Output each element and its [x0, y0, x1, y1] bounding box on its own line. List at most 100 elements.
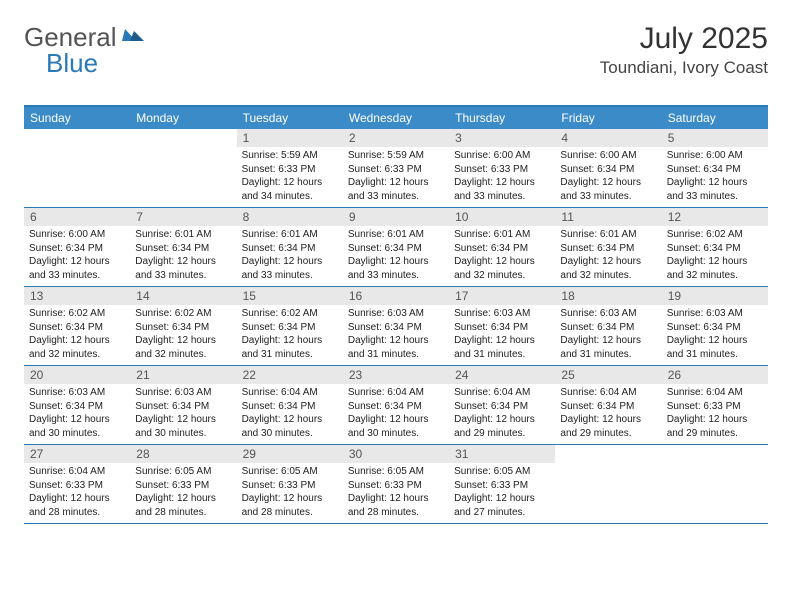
- sunrise-text: Sunrise: 6:03 AM: [348, 307, 444, 321]
- sunrise-text: Sunrise: 6:03 AM: [29, 386, 125, 400]
- week-row: 6Sunrise: 6:00 AMSunset: 6:34 PMDaylight…: [24, 208, 768, 287]
- day-cell: 3Sunrise: 6:00 AMSunset: 6:33 PMDaylight…: [449, 129, 555, 207]
- sunset-text: Sunset: 6:33 PM: [242, 163, 338, 177]
- week-row: 20Sunrise: 6:03 AMSunset: 6:34 PMDayligh…: [24, 366, 768, 445]
- day-body: Sunrise: 6:03 AMSunset: 6:34 PMDaylight:…: [130, 384, 236, 444]
- week-row: ..1Sunrise: 5:59 AMSunset: 6:33 PMDaylig…: [24, 129, 768, 208]
- day-number: 26: [662, 366, 768, 384]
- sunrise-text: Sunrise: 6:04 AM: [667, 386, 763, 400]
- day-cell: 31Sunrise: 6:05 AMSunset: 6:33 PMDayligh…: [449, 445, 555, 523]
- daylight-text: Daylight: 12 hours and 30 minutes.: [242, 413, 338, 440]
- day-body: Sunrise: 6:00 AMSunset: 6:34 PMDaylight:…: [662, 147, 768, 207]
- day-header-monday: Monday: [130, 107, 236, 129]
- daylight-text: Daylight: 12 hours and 28 minutes.: [242, 492, 338, 519]
- sunset-text: Sunset: 6:34 PM: [29, 242, 125, 256]
- daylight-text: Daylight: 12 hours and 31 minutes.: [667, 334, 763, 361]
- day-number: 16: [343, 287, 449, 305]
- day-cell: 15Sunrise: 6:02 AMSunset: 6:34 PMDayligh…: [237, 287, 343, 365]
- day-cell: 17Sunrise: 6:03 AMSunset: 6:34 PMDayligh…: [449, 287, 555, 365]
- sunrise-text: Sunrise: 6:02 AM: [135, 307, 231, 321]
- day-body: Sunrise: 6:05 AMSunset: 6:33 PMDaylight:…: [237, 463, 343, 523]
- sunrise-text: Sunrise: 6:00 AM: [454, 149, 550, 163]
- day-cell: 20Sunrise: 6:03 AMSunset: 6:34 PMDayligh…: [24, 366, 130, 444]
- sunrise-text: Sunrise: 6:03 AM: [454, 307, 550, 321]
- day-number: 27: [24, 445, 130, 463]
- sunrise-text: Sunrise: 6:04 AM: [560, 386, 656, 400]
- day-body: Sunrise: 6:05 AMSunset: 6:33 PMDaylight:…: [449, 463, 555, 523]
- day-number: 13: [24, 287, 130, 305]
- daylight-text: Daylight: 12 hours and 32 minutes.: [29, 334, 125, 361]
- sunset-text: Sunset: 6:33 PM: [135, 479, 231, 493]
- day-cell: 7Sunrise: 6:01 AMSunset: 6:34 PMDaylight…: [130, 208, 236, 286]
- day-cell: 19Sunrise: 6:03 AMSunset: 6:34 PMDayligh…: [662, 287, 768, 365]
- day-cell: .: [130, 129, 236, 207]
- day-body: Sunrise: 6:04 AMSunset: 6:33 PMDaylight:…: [662, 384, 768, 444]
- daylight-text: Daylight: 12 hours and 33 minutes.: [135, 255, 231, 282]
- day-number: 9: [343, 208, 449, 226]
- daylight-text: Daylight: 12 hours and 31 minutes.: [560, 334, 656, 361]
- day-cell: 25Sunrise: 6:04 AMSunset: 6:34 PMDayligh…: [555, 366, 661, 444]
- day-cell: .: [555, 445, 661, 523]
- day-cell: 6 Sunrise: 6:00 AMSunset: 6:34 PMDaylight…: [24, 208, 130, 286]
- day-cell: 18Sunrise: 6:03 AMSunset: 6:34 PMDayligh…: [555, 287, 661, 365]
- day-cell: 26Sunrise: 6:04 AMSunset: 6:33 PMDayligh…: [662, 366, 768, 444]
- daylight-text: Daylight: 12 hours and 32 minutes.: [454, 255, 550, 282]
- daylight-text: Daylight: 12 hours and 33 minutes.: [348, 255, 444, 282]
- day-cell: 5Sunrise: 6:00 AMSunset: 6:34 PMDaylight…: [662, 129, 768, 207]
- day-cell: 29Sunrise: 6:05 AMSunset: 6:33 PMDayligh…: [237, 445, 343, 523]
- sunset-text: Sunset: 6:33 PM: [454, 163, 550, 177]
- sunset-text: Sunset: 6:33 PM: [348, 479, 444, 493]
- sunrise-text: Sunrise: 6:05 AM: [454, 465, 550, 479]
- day-cell: 11Sunrise: 6:01 AMSunset: 6:34 PMDayligh…: [555, 208, 661, 286]
- day-cell: 14Sunrise: 6:02 AMSunset: 6:34 PMDayligh…: [130, 287, 236, 365]
- sunrise-text: Sunrise: 6:02 AM: [242, 307, 338, 321]
- day-cell: 21Sunrise: 6:03 AMSunset: 6:34 PMDayligh…: [130, 366, 236, 444]
- day-number: 17: [449, 287, 555, 305]
- week-row: 13Sunrise: 6:02 AMSunset: 6:34 PMDayligh…: [24, 287, 768, 366]
- sunrise-text: Sunrise: 6:04 AM: [348, 386, 444, 400]
- sunrise-text: Sunrise: 6:00 AM: [29, 228, 125, 242]
- week-row: 27 Sunrise: 6:04 AM Sunset: 6:33 PM Dayligh…: [24, 445, 768, 524]
- sunset-text: Sunset: 6:34 PM: [667, 163, 763, 177]
- day-number: 25: [555, 366, 661, 384]
- sunrise-text: Sunrise: 6:04 AM: [29, 465, 125, 479]
- sunrise-text: Sunrise: 6:05 AM: [348, 465, 444, 479]
- day-body: Sunrise: 6:04 AMSunset: 6:34 PMDaylight:…: [237, 384, 343, 444]
- day-number: 4: [555, 129, 661, 147]
- sunset-text: Sunset: 6:34 PM: [454, 321, 550, 335]
- day-number: 22: [237, 366, 343, 384]
- daylight-text: Daylight: 12 hours and 31 minutes.: [348, 334, 444, 361]
- daylight-text: Daylight: 12 hours and 33 minutes.: [348, 176, 444, 203]
- day-number: 10: [449, 208, 555, 226]
- day-cell: 30Sunrise: 6:05 AMSunset: 6:33 PMDayligh…: [343, 445, 449, 523]
- sunrise-text: Sunrise: 6:05 AM: [242, 465, 338, 479]
- sunrise-text: Sunrise: 5:59 AM: [348, 149, 444, 163]
- day-number: 28: [130, 445, 236, 463]
- day-body: Sunrise: 6:03 AMSunset: 6:34 PMDaylight:…: [555, 305, 661, 365]
- sunset-text: Sunset: 6:34 PM: [29, 400, 125, 414]
- sunrise-text: Sunrise: 6:03 AM: [667, 307, 763, 321]
- sunset-text: Sunset: 6:34 PM: [135, 400, 231, 414]
- day-number: 20: [24, 366, 130, 384]
- day-number: 6: [24, 208, 130, 226]
- daylight-text: Daylight: 12 hours and 33 minutes.: [454, 176, 550, 203]
- day-cell: 24Sunrise: 6:04 AMSunset: 6:34 PMDayligh…: [449, 366, 555, 444]
- day-body: Sunrise: 6:02 AMSunset: 6:34 PMDaylight:…: [24, 305, 130, 365]
- sunset-text: Sunset: 6:33 PM: [454, 479, 550, 493]
- location: Toundiani, Ivory Coast: [600, 58, 768, 78]
- daylight-text: Daylight: 12 hours and 33 minutes.: [29, 255, 125, 282]
- day-body: Sunrise: 6:00 AMSunset: 6:33 PMDaylight:…: [449, 147, 555, 207]
- sunset-text: Sunset: 6:34 PM: [242, 242, 338, 256]
- day-number: 21: [130, 366, 236, 384]
- day-header-thursday: Thursday: [449, 107, 555, 129]
- day-cell: 8Sunrise: 6:01 AMSunset: 6:34 PMDaylight…: [237, 208, 343, 286]
- day-body: Sunrise: 6:01 AMSunset: 6:34 PMDaylight:…: [555, 226, 661, 286]
- day-body: Sunrise: 5:59 AMSunset: 6:33 PMDaylight:…: [343, 147, 449, 207]
- day-cell: .: [662, 445, 768, 523]
- sunrise-text: Sunrise: 6:01 AM: [454, 228, 550, 242]
- day-body: Sunrise: 6:04 AMSunset: 6:34 PMDaylight:…: [555, 384, 661, 444]
- daylight-text: Daylight: 12 hours and 29 minutes.: [454, 413, 550, 440]
- day-body: Sunrise: 6:02 AMSunset: 6:34 PMDaylight:…: [130, 305, 236, 365]
- sunset-text: Sunset: 6:34 PM: [242, 321, 338, 335]
- day-number: 23: [343, 366, 449, 384]
